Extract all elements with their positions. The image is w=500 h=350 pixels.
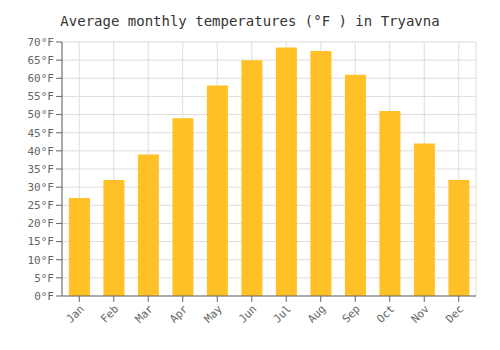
svg-text:5°F: 5°F [34, 272, 54, 285]
svg-text:60°F: 60°F [28, 72, 55, 85]
svg-text:55°F: 55°F [28, 90, 55, 103]
svg-text:Apr: Apr [167, 302, 191, 326]
svg-text:Feb: Feb [98, 302, 121, 325]
svg-text:Jan: Jan [64, 302, 87, 325]
svg-text:Oct: Oct [374, 302, 397, 325]
svg-text:65°F: 65°F [28, 54, 55, 67]
svg-text:Jun: Jun [236, 302, 259, 325]
svg-text:25°F: 25°F [28, 199, 55, 212]
svg-text:30°F: 30°F [28, 181, 55, 194]
svg-text:70°F: 70°F [28, 36, 55, 49]
svg-text:Mar: Mar [133, 302, 157, 326]
svg-text:35°F: 35°F [28, 163, 55, 176]
svg-text:10°F: 10°F [28, 254, 55, 267]
svg-text:0°F: 0°F [34, 290, 54, 303]
svg-text:15°F: 15°F [28, 235, 55, 248]
svg-text:Dec: Dec [443, 302, 466, 325]
svg-text:Jul: Jul [271, 302, 294, 325]
svg-text:45°F: 45°F [28, 127, 55, 140]
svg-text:40°F: 40°F [28, 145, 55, 158]
svg-text:20°F: 20°F [28, 217, 55, 230]
svg-text:50°F: 50°F [28, 108, 55, 121]
svg-text:Sep: Sep [340, 302, 363, 325]
svg-text:Aug: Aug [305, 302, 328, 325]
svg-text:May: May [202, 302, 226, 326]
svg-text:Nov: Nov [409, 302, 433, 326]
html-text:Average monthly temperatures (: Average monthly temperatures (°F ) in Tr… [60, 13, 440, 29]
